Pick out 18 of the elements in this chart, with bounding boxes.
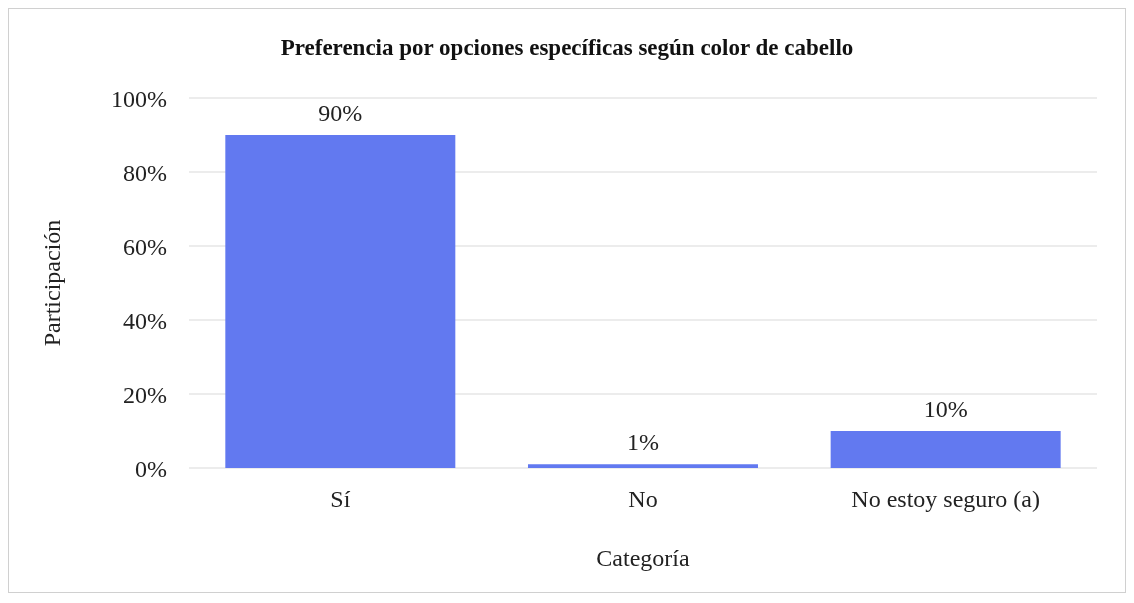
y-axis-title: Participación xyxy=(38,219,65,347)
bar xyxy=(527,464,758,468)
y-tick-label: 0% xyxy=(135,455,167,482)
chart-title: Preferencia por opciones específicas según color de cabello xyxy=(279,35,855,61)
data-label: 1% xyxy=(626,429,659,456)
y-tick-label: 80% xyxy=(123,159,167,186)
data-label: 90% xyxy=(318,100,363,126)
y-tick-label: 40% xyxy=(123,307,167,334)
data-label: 10% xyxy=(923,396,968,422)
x-tick-label: No estoy seguro (a) xyxy=(851,486,1040,513)
y-tick-label: 100% xyxy=(111,85,167,112)
bar xyxy=(225,135,456,468)
y-tick-label: 20% xyxy=(123,381,167,408)
y-tick-label: 60% xyxy=(123,233,167,260)
bar xyxy=(830,431,1061,468)
x-axis-title: Categoría xyxy=(596,545,690,571)
x-tick-label: No xyxy=(628,486,658,513)
x-tick-label: Sí xyxy=(330,486,351,513)
